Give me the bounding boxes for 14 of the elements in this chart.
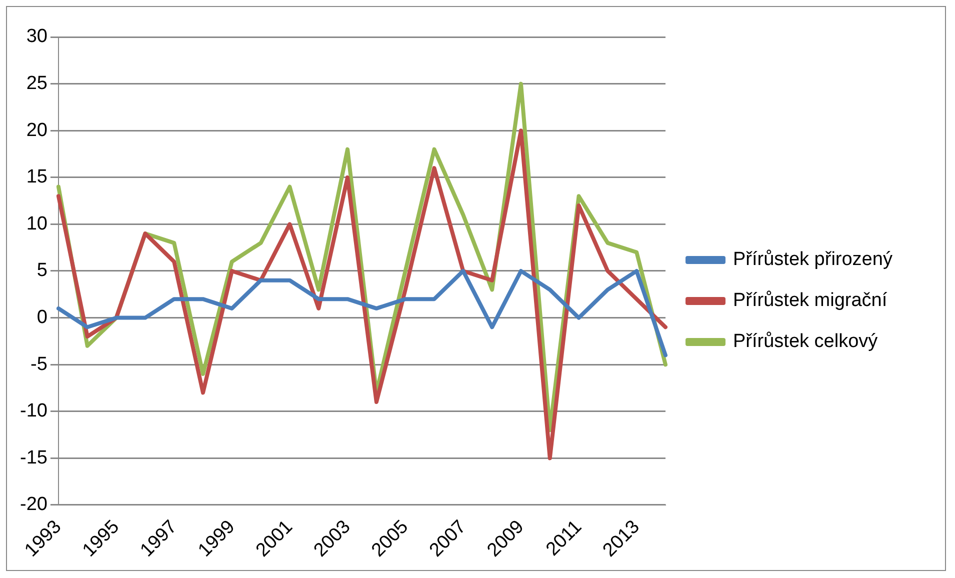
y-tick-label: 0 bbox=[36, 307, 48, 328]
y-tick-label: 20 bbox=[26, 120, 48, 141]
y-tick-label: 30 bbox=[26, 26, 48, 48]
legend-label: Přírůstek celkový bbox=[733, 331, 878, 352]
y-tick-label: -15 bbox=[20, 447, 48, 468]
legend-label: Přírůstek přirozený bbox=[733, 249, 893, 270]
legend-label: Přírůstek migrační bbox=[733, 290, 888, 312]
y-tick-label: 25 bbox=[26, 73, 48, 94]
y-tick-label: -10 bbox=[20, 400, 48, 422]
y-tick-label: 10 bbox=[26, 213, 48, 234]
y-tick-label: -20 bbox=[20, 494, 48, 516]
y-tick-label: 5 bbox=[36, 260, 48, 282]
y-tick-label: -5 bbox=[30, 354, 48, 375]
y-tick-label: 15 bbox=[26, 166, 48, 188]
